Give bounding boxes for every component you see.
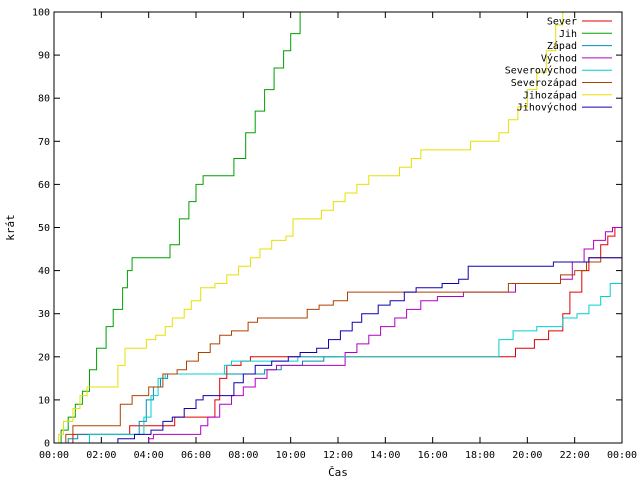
legend-label: Jih [559,29,577,40]
ticks-layer: 00:00 02:00 04:00 06:00 08:00 10:00 12:00 14:00… [32,8,637,462]
plot-frame [53,11,623,444]
y-tick-label: 10 [38,395,50,406]
series-line-7 [56,12,564,443]
x-tick-label: 00:00 [39,450,69,461]
y-tick-label: 0 [44,439,50,450]
x-tick-label: 16:00 [418,450,448,461]
x-tick-label: 08:00 [228,450,258,461]
x-axis-label: Čas [328,466,348,479]
x-tick-label: 06:00 [181,450,211,461]
legend: SeverJihZápadVýchodSeverovýchodSeverozáp… [505,17,612,114]
legend-label: Sever [547,17,577,28]
series-line-5 [84,279,622,443]
series-line-2 [58,12,301,443]
legend-label: Západ [547,40,577,52]
legend-label: Severozápad [511,77,577,89]
series-line-8 [113,257,622,443]
legend-label: Severovýchod [505,65,577,77]
x-tick-label: 12:00 [323,450,353,461]
y-tick-label: 40 [38,266,50,277]
y-tick-label: 20 [38,352,50,363]
y-tick-label: 50 [38,223,50,234]
x-tick-label: 10:00 [276,450,306,461]
x-tick-label: 14:00 [370,450,400,461]
legend-label: Východ [541,52,577,64]
y-tick-label: 70 [38,137,50,148]
series-layer [56,12,622,443]
series-line-6 [63,257,622,443]
y-tick-label: 80 [38,94,50,105]
y-tick-label: 60 [38,180,50,191]
x-tick-label: 00:00 [607,450,637,461]
y-tick-label: 90 [38,51,50,62]
y-tick-label: 30 [38,309,50,320]
x-tick-label: 02:00 [86,450,116,461]
x-tick-label: 22:00 [560,450,590,461]
x-tick-label: 04:00 [134,450,164,461]
x-tick-label: 18:00 [465,450,495,461]
x-tick-label: 20:00 [512,450,542,461]
series-line-4 [143,227,622,443]
legend-label: Jihovýchod [517,102,577,114]
legend-label: Jihozápad [523,89,577,101]
y-tick-label: 100 [32,8,50,19]
series-line-1 [70,205,622,443]
y-axis-label: krát [4,214,17,241]
